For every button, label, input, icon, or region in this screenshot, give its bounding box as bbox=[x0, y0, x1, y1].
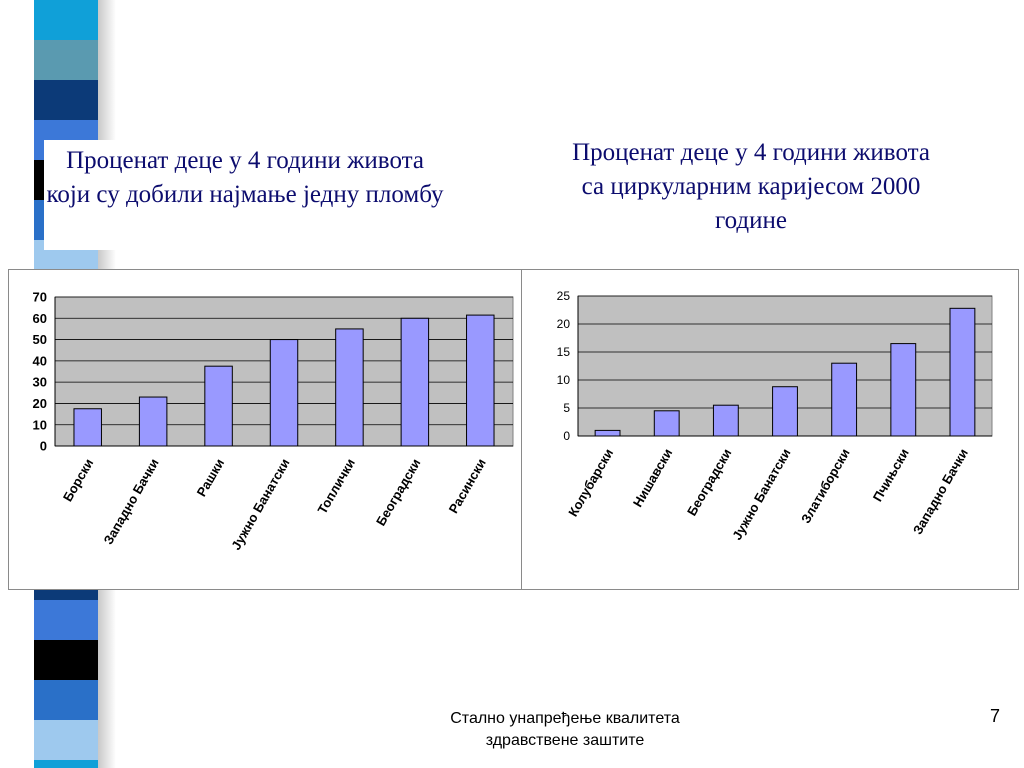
footer-line-2: здравствене заштите bbox=[485, 732, 645, 749]
x-category-label: Златиборски bbox=[798, 446, 853, 526]
y-tick-label: 20 bbox=[557, 317, 571, 331]
y-tick-label: 5 bbox=[563, 401, 570, 415]
bar bbox=[653, 410, 680, 437]
page-number: 7 bbox=[989, 706, 1000, 726]
y-tick-label: 15 bbox=[557, 345, 571, 359]
x-category-label: Рашки bbox=[194, 456, 228, 499]
x-category-label: Јужно Банатски bbox=[729, 446, 793, 543]
x-category-label: Београдски bbox=[684, 446, 734, 518]
chart-title-right: Проценат деце у 4 години живота са цирку… bbox=[566, 136, 936, 240]
bar bbox=[466, 314, 495, 447]
y-tick-label: 10 bbox=[33, 417, 47, 432]
y-tick-label: 60 bbox=[33, 311, 47, 326]
x-category-label: Београдски bbox=[373, 456, 423, 528]
y-tick-label: 70 bbox=[33, 290, 47, 305]
chart-right-svg: 0 5 10 15 20 25 Колубарски Нишавски БеоградскиЈу… bbox=[557, 289, 993, 543]
bar bbox=[890, 343, 917, 437]
slide-footer: Стално унапређење квалитета здравствене … bbox=[400, 708, 730, 752]
x-category-label: Јужно Банатски bbox=[228, 456, 292, 553]
x-category-label: Пчињски bbox=[870, 446, 912, 504]
bar bbox=[949, 307, 976, 437]
stripe-segment bbox=[34, 80, 98, 120]
chart-left-svg: 0 10 20 30 40 50 60 70 Борски Западно Бачки Рашки Ј… bbox=[33, 290, 514, 553]
y-tick-label: 50 bbox=[33, 332, 47, 347]
stripe-segment bbox=[34, 0, 98, 40]
chart-left: 0 10 20 30 40 50 60 70 Борски Западно Бачки Рашки Ј… bbox=[8, 269, 522, 590]
stripe-segment bbox=[34, 760, 98, 768]
x-category-label: Расински bbox=[446, 456, 489, 516]
chart-right: 0 5 10 15 20 25 Колубарски Нишавски Београдски Ју… bbox=[521, 269, 1019, 590]
bar bbox=[138, 396, 168, 447]
y-tick-label: 0 bbox=[40, 439, 47, 454]
stripe-segment bbox=[34, 720, 98, 760]
x-category-label: Нишавски bbox=[630, 446, 675, 510]
y-tick-label: 10 bbox=[557, 373, 571, 387]
x-category-label: Колубарски bbox=[565, 446, 616, 519]
y-tick-label: 30 bbox=[33, 375, 47, 390]
bar bbox=[594, 429, 621, 437]
x-category-label: Западно Бачки bbox=[910, 446, 971, 537]
x-category-label: Борски bbox=[60, 456, 96, 504]
y-tick-label: 0 bbox=[563, 429, 570, 443]
bar bbox=[269, 339, 299, 447]
x-category-label: Топлички bbox=[314, 456, 358, 517]
y-tick-label: 25 bbox=[557, 289, 571, 303]
bar bbox=[712, 404, 739, 437]
bar bbox=[772, 386, 798, 437]
footer-line-1: Стално унапређење квалитета bbox=[450, 710, 680, 727]
stripe-segment bbox=[34, 640, 98, 680]
stripe-segment bbox=[34, 600, 98, 640]
stripe-segment bbox=[34, 40, 98, 80]
y-tick-label: 40 bbox=[33, 353, 47, 368]
bar bbox=[831, 362, 858, 437]
x-category-label: Западно Бачки bbox=[101, 456, 162, 547]
bar bbox=[335, 328, 364, 447]
bar bbox=[204, 365, 233, 447]
y-tick-label: 20 bbox=[33, 396, 47, 411]
stripe-segment bbox=[34, 680, 98, 720]
bar bbox=[73, 408, 102, 447]
chart-title-left: Проценат деце у 4 години живота који су … bbox=[44, 140, 446, 250]
bar bbox=[400, 317, 430, 447]
